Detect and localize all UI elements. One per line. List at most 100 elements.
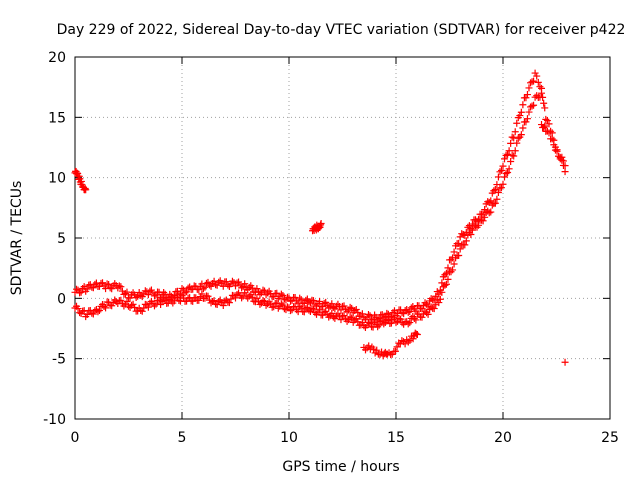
data-point xyxy=(354,309,362,317)
data-point xyxy=(241,289,249,297)
data-point xyxy=(316,306,324,314)
data-point xyxy=(514,134,522,142)
series-segment-post-peak xyxy=(538,121,569,170)
data-point xyxy=(493,181,501,189)
data-point xyxy=(505,147,513,155)
data-point xyxy=(235,278,243,286)
data-point xyxy=(436,295,444,303)
data-point xyxy=(76,309,84,317)
data-point xyxy=(513,119,521,127)
data-point xyxy=(391,347,399,355)
data-point xyxy=(283,303,291,311)
data-point xyxy=(421,299,429,307)
data-point xyxy=(517,131,525,139)
data-point xyxy=(418,313,426,321)
y-tick-label: -10 xyxy=(43,412,66,428)
data-point xyxy=(561,162,569,170)
data-point xyxy=(166,296,174,304)
series-segment-low-dip xyxy=(360,329,421,360)
data-point xyxy=(210,277,218,285)
data-point xyxy=(73,285,81,293)
data-point xyxy=(383,309,391,317)
data-point xyxy=(329,303,337,311)
data-point xyxy=(219,302,227,310)
data-point xyxy=(424,302,432,310)
data-point xyxy=(277,300,285,308)
data-point xyxy=(213,301,221,309)
data-point xyxy=(328,300,336,308)
data-point xyxy=(89,284,97,292)
data-point xyxy=(82,186,90,194)
x-tick-label: 15 xyxy=(387,430,405,446)
data-point xyxy=(410,315,418,323)
data-point xyxy=(502,169,510,177)
data-point xyxy=(105,281,113,289)
y-tick-label: 15 xyxy=(48,110,66,126)
data-point xyxy=(248,293,256,301)
data-point xyxy=(343,317,351,325)
data-point xyxy=(287,307,295,315)
data-point xyxy=(542,115,550,123)
data-point xyxy=(553,147,561,155)
data-point xyxy=(233,291,241,299)
data-point xyxy=(160,295,168,303)
data-point xyxy=(309,297,317,305)
data-layer xyxy=(71,69,569,366)
data-point xyxy=(283,293,291,301)
y-tick-label: 10 xyxy=(48,171,66,187)
data-point xyxy=(83,285,91,293)
data-point xyxy=(215,298,223,306)
data-point xyxy=(204,292,212,300)
data-point xyxy=(441,281,449,289)
data-point xyxy=(232,294,239,302)
data-point xyxy=(456,245,464,253)
data-point xyxy=(125,302,132,310)
data-point xyxy=(219,282,227,290)
data-point xyxy=(507,139,515,147)
data-point xyxy=(464,223,472,231)
data-point xyxy=(300,308,308,316)
series-segment-early-high xyxy=(71,167,90,194)
data-point xyxy=(513,139,521,147)
data-point xyxy=(259,296,267,304)
data-point xyxy=(461,241,469,249)
data-point xyxy=(511,128,519,136)
data-point xyxy=(444,264,452,272)
data-point xyxy=(404,320,412,328)
data-point xyxy=(494,188,502,196)
data-point xyxy=(302,305,310,313)
data-point xyxy=(507,157,515,165)
data-point xyxy=(484,198,492,206)
data-point xyxy=(491,185,499,193)
data-point xyxy=(404,308,412,316)
data-point xyxy=(527,103,535,111)
data-point xyxy=(545,129,553,137)
data-point xyxy=(155,296,163,304)
data-point xyxy=(442,280,450,288)
data-point xyxy=(319,302,327,310)
x-tick-label: 5 xyxy=(178,430,187,446)
data-point xyxy=(256,300,264,308)
x-axis-title: GPS time / hours xyxy=(282,459,399,475)
data-point xyxy=(74,305,82,313)
data-point xyxy=(273,299,281,307)
data-point xyxy=(99,279,107,287)
data-point xyxy=(438,288,446,296)
data-point xyxy=(412,316,420,324)
data-point xyxy=(404,338,412,346)
data-point xyxy=(176,290,184,298)
data-point xyxy=(123,288,131,296)
data-point xyxy=(530,101,538,109)
data-point xyxy=(364,318,372,326)
data-point xyxy=(273,289,281,297)
data-point xyxy=(394,309,402,317)
data-point xyxy=(241,280,249,288)
data-point xyxy=(441,271,449,279)
data-point xyxy=(287,297,295,305)
data-point xyxy=(189,297,197,305)
data-point xyxy=(475,221,483,229)
data-point xyxy=(508,151,516,159)
data-point xyxy=(103,280,111,288)
data-point xyxy=(83,310,91,318)
